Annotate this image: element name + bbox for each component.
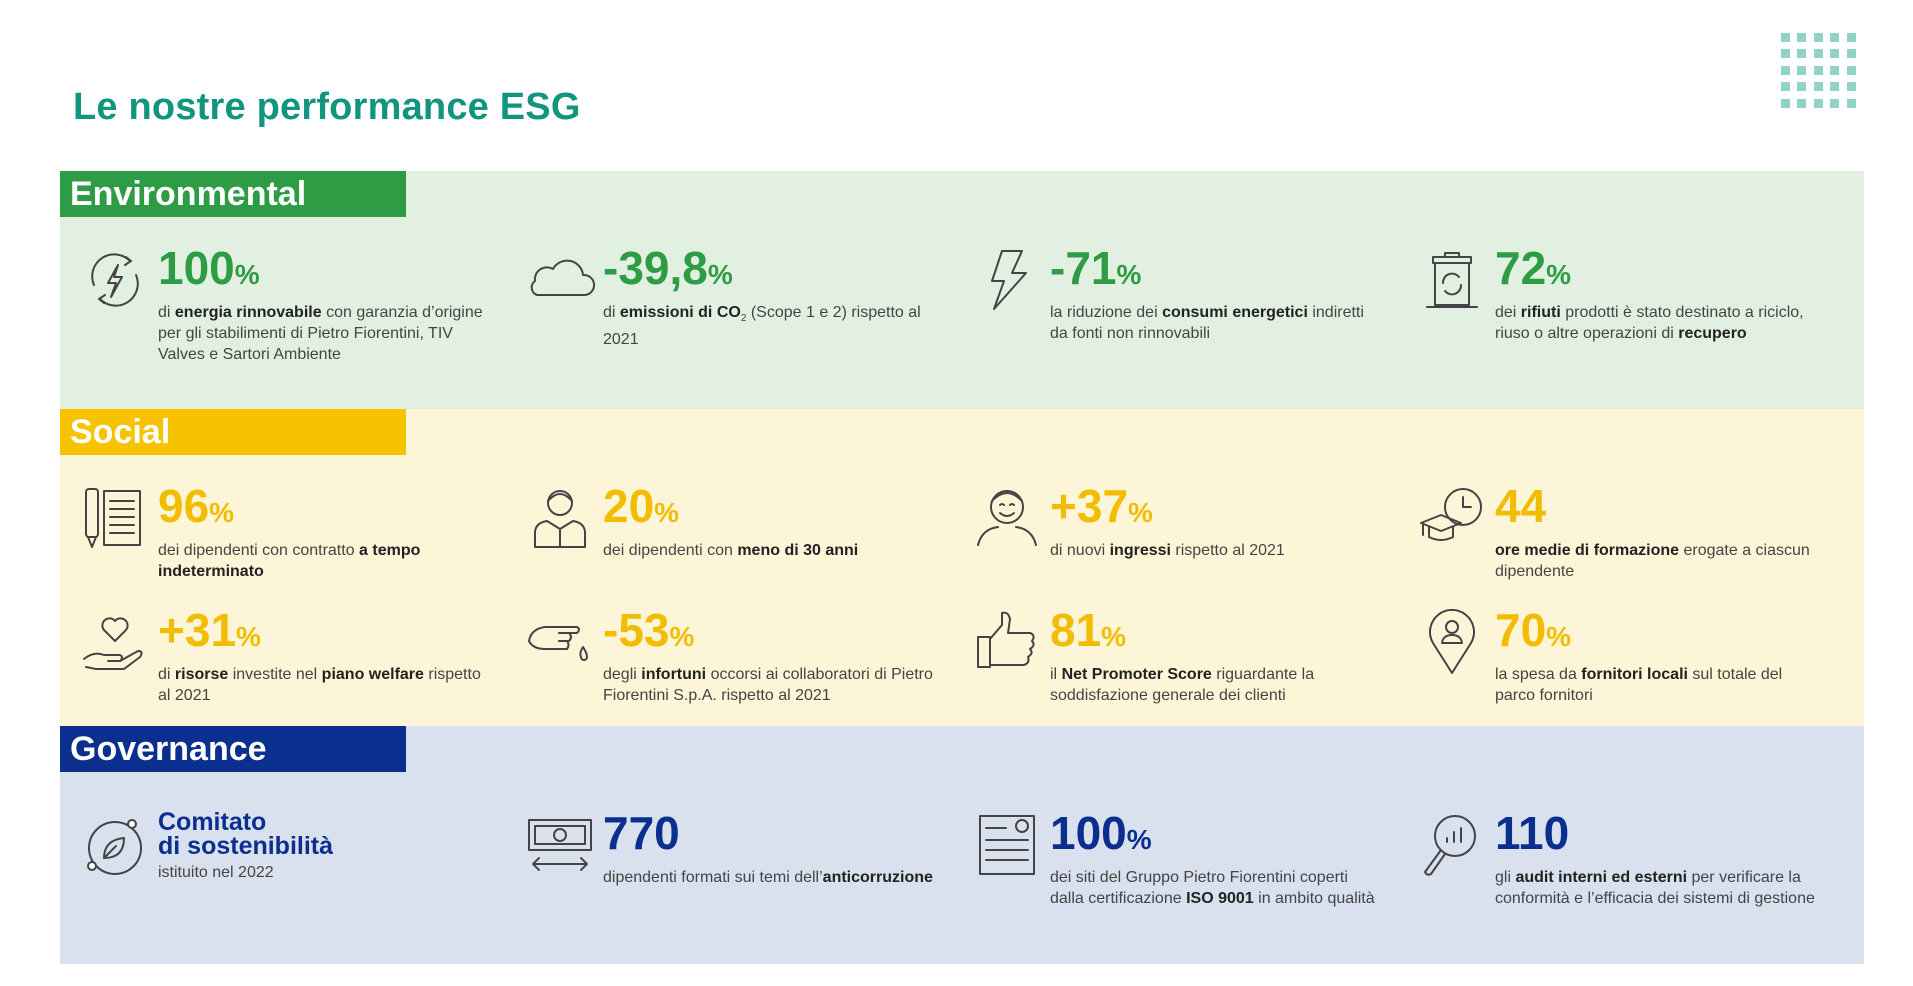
kpi-description: la riduzione dei consumi energetici indi… bbox=[1050, 304, 1364, 342]
kpi-description: di emissioni di CO2 (Scope 1 e 2) rispet… bbox=[603, 304, 921, 349]
committee-title-line-1: Comitato bbox=[158, 808, 267, 836]
kpi-value: 100 bbox=[1050, 807, 1127, 859]
environmental-section: Environmental 100% di energia rinnovabil… bbox=[60, 171, 1864, 409]
governance-section: Governance Comitato di sostenibilità isti… bbox=[60, 726, 1864, 964]
committee-title-line-2: di sostenibilità bbox=[158, 832, 334, 860]
kpi-unit: % bbox=[669, 621, 695, 652]
location-pin-icon bbox=[1417, 607, 1487, 677]
kpi-unit: % bbox=[1116, 259, 1142, 290]
committee-icon bbox=[80, 810, 150, 880]
kpi-unit: % bbox=[1128, 497, 1153, 528]
money-transfer-icon bbox=[525, 810, 595, 880]
kpi-description: dei rifiuti prodotti è stato destinato a… bbox=[1495, 304, 1804, 342]
section-label-environmental: Environmental bbox=[60, 171, 406, 217]
kpi-description: il Net Promoter Score riguardante la sod… bbox=[1050, 666, 1315, 704]
kpi-description: dei siti del Gruppo Pietro Fiorentini co… bbox=[1050, 869, 1375, 907]
kpi-value: 44 bbox=[1495, 480, 1547, 532]
kpi-description: dipendenti formati sui temi dell’anticor… bbox=[603, 869, 933, 886]
heart-hand-icon bbox=[80, 607, 150, 677]
recycle-bin-icon bbox=[1417, 245, 1487, 315]
kpi-description: dei dipendenti con contratto a tempo ind… bbox=[158, 542, 421, 580]
kpi-unit: % bbox=[234, 259, 260, 290]
kpi-description: ore medie di formazione erogate a ciascu… bbox=[1495, 542, 1810, 580]
contract-icon bbox=[80, 483, 150, 553]
lightning-icon bbox=[972, 245, 1042, 315]
kpi-description: istituito nel 2022 bbox=[158, 864, 274, 881]
renewable-energy-icon bbox=[80, 245, 150, 315]
kpi-description: di nuovi ingressi rispetto al 2021 bbox=[1050, 542, 1285, 559]
magnifier-chart-icon bbox=[1417, 810, 1487, 880]
kpi-unit: % bbox=[707, 259, 733, 290]
kpi-description: la spesa da fornitori locali sul totale … bbox=[1495, 666, 1783, 704]
kpi-value: 20 bbox=[603, 480, 655, 532]
kpi-value: -39,8 bbox=[603, 242, 708, 294]
kpi-unit: % bbox=[1546, 259, 1572, 290]
kpi-unit: % bbox=[209, 497, 235, 528]
kpi-unit: % bbox=[654, 497, 680, 528]
kpi-value: -71 bbox=[1050, 242, 1117, 294]
kpi-unit: % bbox=[236, 621, 261, 652]
kpi-value: 770 bbox=[603, 807, 680, 859]
section-label-governance: Governance bbox=[60, 726, 406, 772]
graduation-clock-icon bbox=[1417, 483, 1487, 553]
kpi-unit: % bbox=[1546, 621, 1572, 652]
social-section: Social 96% dei dipendenti con contratto … bbox=[60, 409, 1864, 726]
kpi-value: 96 bbox=[158, 480, 210, 532]
injured-hand-icon bbox=[525, 607, 595, 677]
kpi-value: +37 bbox=[1050, 480, 1129, 532]
kpi-description: degli infortuni occorsi ai collaboratori… bbox=[603, 666, 933, 704]
page-title: Le nostre performance ESG bbox=[73, 86, 581, 128]
kpi-description: gli audit interni ed esterni per verific… bbox=[1495, 869, 1815, 907]
kpi-value: 81 bbox=[1050, 604, 1102, 656]
kpi-description: di risorse investite nel piano welfare r… bbox=[158, 666, 481, 704]
smiling-person-icon bbox=[972, 483, 1042, 553]
kpi-value: 110 bbox=[1495, 807, 1570, 859]
kpi-unit: % bbox=[1126, 824, 1152, 855]
kpi-description: dei dipendenti con meno di 30 anni bbox=[603, 542, 859, 559]
kpi-value: -53 bbox=[603, 604, 670, 656]
kpi-value: 70 bbox=[1495, 604, 1547, 656]
section-label-social: Social bbox=[60, 409, 406, 455]
certificate-icon bbox=[972, 810, 1042, 880]
kpi-unit: % bbox=[1101, 621, 1127, 652]
cloud-icon bbox=[525, 245, 595, 315]
kpi-value: +31 bbox=[158, 604, 237, 656]
kpi-value: 100 bbox=[158, 242, 235, 294]
young-employee-icon bbox=[525, 483, 595, 553]
kpi-value: 72 bbox=[1495, 242, 1547, 294]
decorative-dot-grid bbox=[1781, 33, 1857, 109]
thumbs-up-icon bbox=[972, 607, 1042, 677]
kpi-description: di energia rinnovabile con garanzia d’or… bbox=[158, 304, 483, 363]
